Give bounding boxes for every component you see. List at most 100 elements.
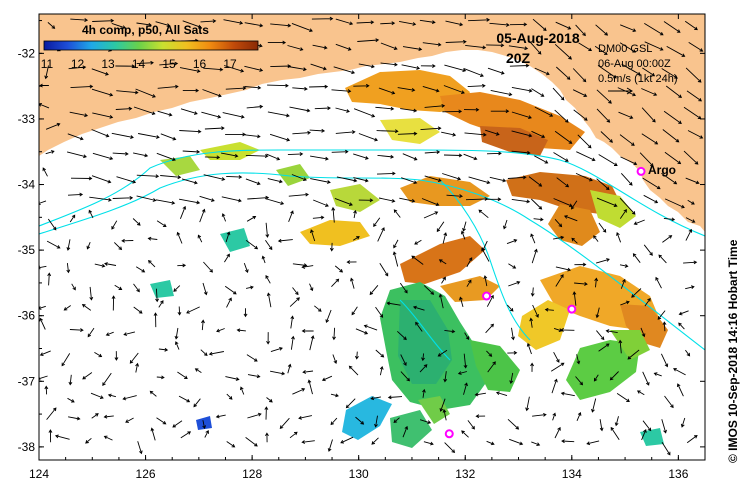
current-vector <box>393 417 400 423</box>
current-vector <box>348 365 359 376</box>
current-vector <box>70 18 89 22</box>
current-vector <box>246 215 257 222</box>
current-vector <box>528 176 543 187</box>
current-vector <box>45 122 61 130</box>
current-vector <box>534 106 554 117</box>
current-vector <box>489 22 510 27</box>
current-vector <box>92 112 114 119</box>
current-vector <box>133 106 156 116</box>
current-vector <box>664 198 685 209</box>
current-vector <box>147 259 156 268</box>
current-vector <box>301 329 314 333</box>
current-vector <box>685 349 691 357</box>
x-tick-label: 124 <box>29 467 49 481</box>
current-vector <box>90 392 104 399</box>
current-vector <box>461 430 469 438</box>
current-vector <box>176 231 183 244</box>
current-vector <box>502 219 508 230</box>
current-vector <box>353 177 369 183</box>
current-vector <box>386 301 401 306</box>
current-vector <box>54 434 70 440</box>
current-vector <box>199 195 215 202</box>
current-vector <box>597 65 617 79</box>
current-vector <box>223 19 244 25</box>
current-vector <box>160 133 177 141</box>
current-vector <box>662 235 673 243</box>
current-vector <box>225 132 246 137</box>
current-vector <box>373 217 381 228</box>
current-vector <box>345 398 356 409</box>
current-vector <box>193 398 201 408</box>
current-vector <box>483 275 488 287</box>
current-vector <box>531 88 545 97</box>
current-vector <box>66 151 87 159</box>
current-vector <box>653 372 662 377</box>
colorbar-tick-label: 17 <box>223 57 237 71</box>
current-vector <box>508 263 517 269</box>
current-vector <box>627 349 640 360</box>
current-vector <box>159 61 179 66</box>
current-vector <box>402 153 418 161</box>
current-vector <box>560 391 575 397</box>
current-vector <box>340 436 354 444</box>
current-vector <box>554 130 573 144</box>
current-vector <box>555 21 572 30</box>
current-vector <box>442 409 447 421</box>
current-vector <box>380 62 398 67</box>
current-vector <box>353 83 370 88</box>
current-vector <box>644 297 651 307</box>
current-vector <box>468 17 491 22</box>
current-vector <box>591 398 597 413</box>
current-vector <box>223 65 245 73</box>
x-tick-label: 132 <box>455 467 475 481</box>
current-vector <box>575 172 593 182</box>
current-vector <box>204 155 221 160</box>
current-vector <box>532 412 547 417</box>
current-vector <box>264 198 285 206</box>
current-vector <box>550 362 565 372</box>
current-vector <box>266 153 281 161</box>
current-vector <box>641 107 656 123</box>
current-vector <box>244 85 262 90</box>
current-vector <box>288 210 294 222</box>
current-vector <box>179 198 201 205</box>
current-vector <box>572 89 588 97</box>
current-vector <box>401 64 421 70</box>
current-vector <box>387 395 403 400</box>
current-vector <box>226 175 243 179</box>
current-vector <box>224 285 237 295</box>
current-vector <box>39 350 51 357</box>
current-vector <box>114 284 123 290</box>
current-vector <box>353 108 376 118</box>
current-vector <box>393 209 401 218</box>
current-vector <box>245 178 261 186</box>
current-vector <box>358 133 379 142</box>
current-vector <box>85 437 92 444</box>
current-vector <box>643 244 653 256</box>
current-vector <box>335 43 352 51</box>
current-vector <box>61 353 71 367</box>
current-vector <box>42 167 48 177</box>
current-vector <box>111 22 127 30</box>
current-vector <box>401 177 418 185</box>
current-vector <box>663 110 682 125</box>
current-vector <box>292 388 306 395</box>
current-vector <box>572 291 577 306</box>
current-vector <box>153 312 158 328</box>
current-vector <box>466 257 473 268</box>
info-line3: 0.5m/s (1kt 24h) <box>598 73 677 85</box>
current-vector <box>594 45 608 55</box>
current-vector <box>91 129 110 138</box>
current-vector <box>662 129 680 143</box>
current-vector <box>335 107 350 113</box>
current-vector <box>355 416 365 425</box>
current-vector <box>135 266 146 273</box>
current-vector <box>39 102 50 109</box>
current-vector <box>531 248 538 264</box>
current-vector <box>47 22 56 29</box>
current-vector <box>267 83 289 88</box>
current-vector <box>115 106 133 111</box>
current-vector <box>441 276 446 284</box>
current-vector <box>507 350 518 355</box>
